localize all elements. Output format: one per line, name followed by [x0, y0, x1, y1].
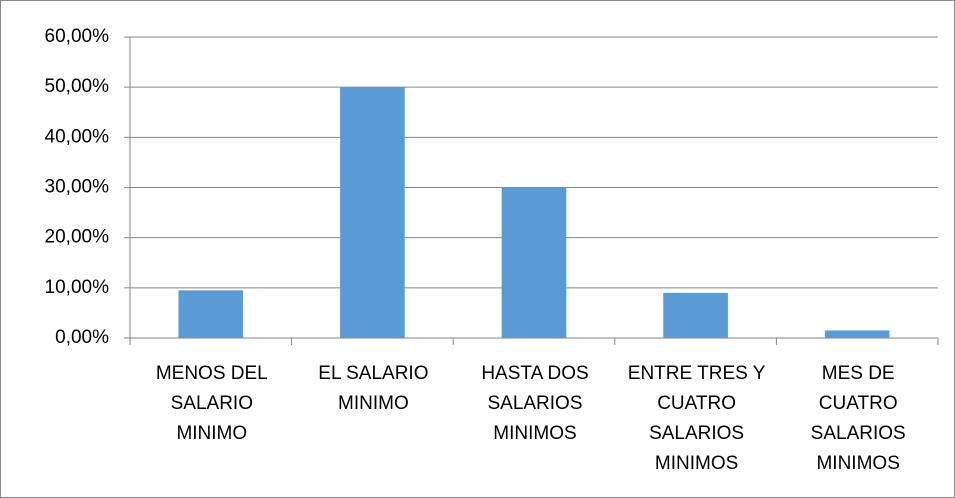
x-tick-label: MENOS DEL SALARIO MINIMO [155, 363, 268, 444]
y-tick-label: 40,00% [45, 126, 110, 147]
x-tick-label: ENTRE TRES Y CUATRO SALARIOS MINIMOS [627, 363, 766, 474]
y-tick-label: 20,00% [45, 227, 110, 248]
bar [824, 330, 890, 338]
y-tick-label: 0,00% [55, 327, 109, 348]
bar [501, 187, 567, 338]
x-tick-label: EL SALARIO MINIMO [318, 363, 429, 414]
y-tick-label: 50,00% [45, 76, 110, 97]
bar [178, 290, 244, 338]
bar [663, 292, 728, 338]
y-tick-label: 10,00% [45, 277, 110, 298]
x-tick-label: HASTA DOS SALARIOS MINIMOS [481, 363, 589, 444]
y-tick-label: 60,00% [45, 26, 110, 47]
y-tick-label: 30,00% [45, 177, 110, 198]
bar [340, 87, 405, 339]
x-tick-label: MES DE CUATRO SALARIOS MINIMOS [810, 363, 906, 474]
